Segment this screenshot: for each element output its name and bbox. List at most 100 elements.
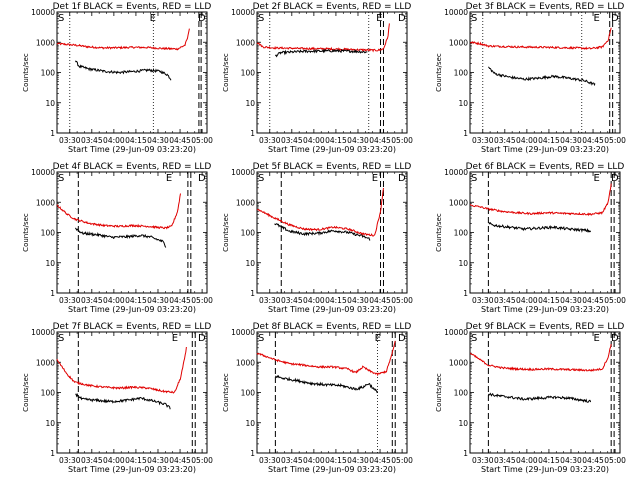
marker-s: S [258, 333, 264, 344]
x-tick-label: 04:15 [538, 296, 560, 305]
x-axis-label: Start Time (29-Jun-09 03:23:20) [268, 145, 396, 154]
x-tick-label: 05:00 [191, 456, 213, 465]
y-tick-label: 10000 [444, 328, 468, 337]
x-tick-label: 03:45 [494, 456, 516, 465]
x-tick-label: 03:45 [81, 456, 103, 465]
x-tick-label: 04:15 [325, 136, 347, 145]
y-tick-label: 1 [50, 289, 55, 298]
x-tick-label: 04:00 [303, 456, 325, 465]
x-tick-label: 04:45 [582, 456, 604, 465]
x-tick-label: 04:00 [516, 456, 538, 465]
x-axis-label: Start Time (29-Jun-09 03:23:20) [481, 305, 609, 314]
events-series [274, 223, 371, 241]
y-tick-label: 100 [454, 229, 469, 238]
x-tick-label: 04:30 [147, 136, 169, 145]
marker-e: E [172, 333, 178, 344]
x-tick-label: 04:00 [103, 456, 125, 465]
x-tick-label: 04:45 [582, 296, 604, 305]
x-axis-label: Start Time (29-Jun-09 03:23:20) [68, 465, 196, 474]
y-tick-label: 10000 [31, 8, 55, 17]
y-tick-label: 1 [463, 289, 468, 298]
y-tick-label: 100 [454, 389, 469, 398]
events-series [74, 227, 167, 248]
events-series [488, 221, 592, 234]
y-tick-label: 10 [45, 259, 55, 268]
y-tick-label: 100 [41, 69, 56, 78]
plot-frame [56, 11, 208, 134]
marker-d: D [611, 13, 619, 24]
marker-s: S [58, 13, 64, 24]
x-axis-label: Start Time (29-Jun-09 03:23:20) [268, 465, 396, 474]
x-tick-label: 03:45 [494, 296, 516, 305]
x-tick-label: 04:30 [560, 136, 582, 145]
x-tick-label: 05:00 [191, 136, 213, 145]
x-tick-label: 04:15 [325, 296, 347, 305]
y-axis-label: Counts/sec [435, 373, 443, 412]
x-tick-label: 04:15 [125, 456, 147, 465]
y-axis-label: Counts/sec [435, 213, 443, 252]
x-tick-label: 03:30 [259, 456, 281, 465]
x-tick-label: 04:00 [303, 296, 325, 305]
y-tick-label: 1 [463, 449, 468, 458]
lld-series [470, 183, 612, 217]
x-tick-label: 05:00 [604, 456, 626, 465]
panel-title: Det 3f BLACK = Events, RED = LLD [466, 2, 625, 12]
y-tick-label: 10 [245, 99, 255, 108]
panel-det-9: Det 9f BLACK = Events, RED = LLD 1 10 100 10… [435, 322, 626, 474]
x-tick-label: 03:30 [472, 136, 494, 145]
y-tick-label: 100 [454, 69, 469, 78]
panel-title: Det 8f BLACK = Events, RED = LLD [253, 322, 412, 332]
y-axis-label: Counts/sec [222, 213, 230, 252]
y-tick-label: 10000 [444, 8, 468, 17]
y-tick-label: 10 [458, 419, 468, 428]
plot-frame [56, 331, 208, 454]
plot-frame [256, 331, 408, 454]
y-tick-label: 10 [458, 99, 468, 108]
marker-s: S [258, 13, 264, 24]
y-axis-label: Counts/sec [435, 53, 443, 92]
marker-d: D [198, 173, 206, 184]
lld-series [256, 340, 396, 377]
y-tick-label: 1 [250, 449, 255, 458]
y-tick-label: 1000 [36, 198, 55, 207]
x-tick-label: 04:30 [560, 296, 582, 305]
y-tick-label: 1000 [36, 38, 55, 47]
y-tick-label: 10000 [31, 328, 55, 337]
events-series [488, 66, 596, 87]
x-tick-label: 03:30 [472, 296, 494, 305]
marker-s: S [471, 333, 477, 344]
lld-series [56, 346, 187, 394]
panel-det-5: Det 5f BLACK = Events, RED = LLD 1 10 100 10… [222, 162, 413, 314]
y-axis-label: Counts/sec [22, 213, 30, 252]
panel-title: Det 9f BLACK = Events, RED = LLD [466, 322, 625, 332]
x-tick-label: 05:00 [391, 296, 413, 305]
x-tick-label: 04:15 [325, 456, 347, 465]
x-tick-label: 04:15 [538, 136, 560, 145]
events-series [274, 48, 368, 58]
marker-d: D [611, 333, 619, 344]
marker-e: E [376, 13, 382, 24]
y-tick-label: 100 [41, 389, 56, 398]
plot-frame [469, 171, 621, 294]
x-tick-label: 03:45 [81, 136, 103, 145]
plot-frame [469, 331, 621, 454]
plot-frame [469, 11, 621, 134]
x-tick-label: 04:45 [582, 136, 604, 145]
events-series [274, 374, 379, 394]
marker-d: D [398, 173, 406, 184]
x-tick-label: 04:15 [125, 136, 147, 145]
y-tick-label: 10 [245, 259, 255, 268]
y-tick-label: 10 [45, 99, 55, 108]
y-axis-label: Counts/sec [222, 53, 230, 92]
y-axis-label: Counts/sec [222, 373, 230, 412]
marker-d: D [198, 13, 206, 24]
marker-e: E [375, 333, 381, 344]
y-tick-label: 1000 [449, 358, 468, 367]
panel-det-6: Det 6f BLACK = Events, RED = LLD 1 10 100 10… [435, 162, 626, 314]
x-tick-label: 03:30 [59, 296, 81, 305]
marker-d: D [611, 173, 619, 184]
x-tick-label: 05:00 [391, 456, 413, 465]
x-tick-label: 04:45 [169, 456, 191, 465]
events-series [75, 393, 171, 410]
x-tick-label: 03:30 [259, 296, 281, 305]
